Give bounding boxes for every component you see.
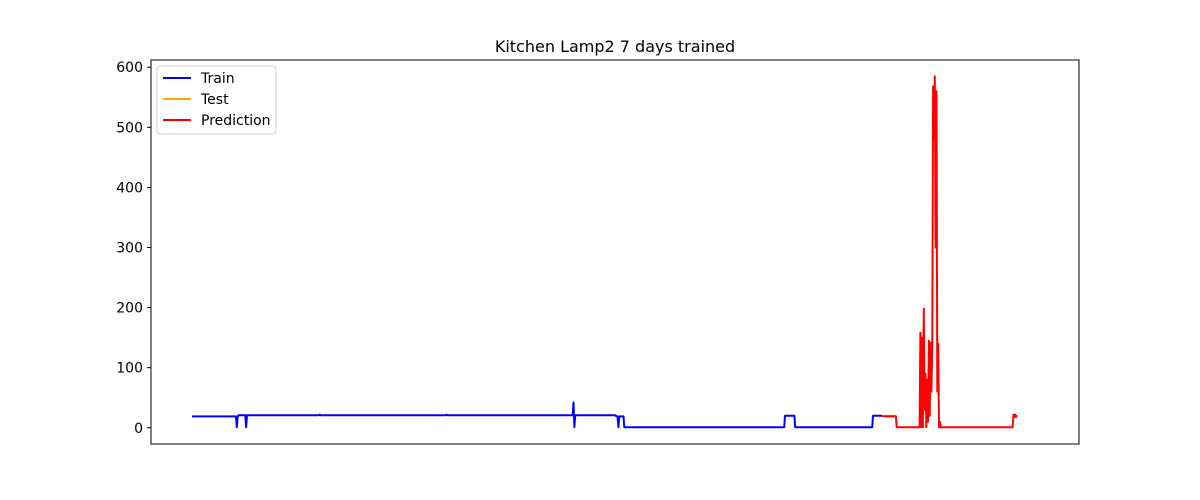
axes-frame bbox=[150, 59, 1080, 445]
y-tick-label: 500 bbox=[116, 120, 143, 136]
y-tick-label: 600 bbox=[116, 60, 143, 76]
y-axis: 0 100 200 300 400 500 600 bbox=[116, 60, 151, 437]
series-line-prediction bbox=[882, 75, 1018, 429]
legend-label-test: Test bbox=[200, 92, 229, 108]
chart-title: Kitchen Lamp2 7 days trained bbox=[495, 37, 735, 56]
legend-item-test: Test bbox=[163, 92, 229, 108]
legend-item-prediction: Prediction bbox=[163, 113, 271, 129]
y-tick-label: 400 bbox=[116, 180, 143, 196]
y-tick-label: 0 bbox=[134, 421, 143, 437]
series-line-train bbox=[192, 401, 883, 429]
y-tick-label: 200 bbox=[116, 301, 143, 317]
legend-item-train: Train bbox=[163, 71, 235, 87]
y-tick-label: 300 bbox=[116, 240, 143, 256]
legend-label-prediction: Prediction bbox=[201, 113, 271, 129]
plot-area bbox=[192, 75, 1018, 429]
legend-label-train: Train bbox=[200, 71, 235, 87]
legend: Train Test Prediction bbox=[156, 65, 277, 135]
y-tick-label: 100 bbox=[116, 361, 143, 377]
legend-box bbox=[156, 65, 277, 135]
